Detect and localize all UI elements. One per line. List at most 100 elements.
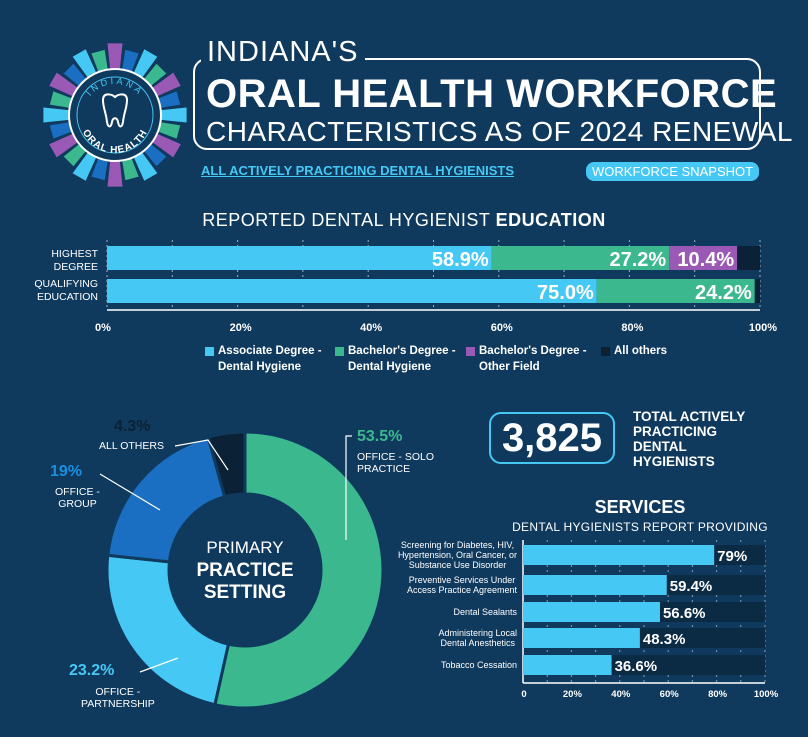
- donut-slice: [206, 430, 247, 499]
- svc-category-label: Screening for Diabetes, HIV, Hypertensio…: [397, 540, 517, 570]
- donut-leader-line: [99, 473, 161, 511]
- logo-ray: [121, 49, 139, 74]
- services-subtitle: DENTAL HYGIENISTS REPORT PROVIDING: [512, 520, 768, 534]
- edu-bar-segment: [491, 246, 670, 270]
- svc-tick-label: 60%: [659, 689, 679, 700]
- title-line2: ORAL HEALTH WORKFORCE: [206, 72, 778, 116]
- edu-bar-segment: [737, 246, 760, 270]
- logo-ray: [91, 156, 109, 181]
- legend-swatch: [335, 347, 344, 356]
- legend-label: Bachelor's Degree - Dental Hygiene: [348, 345, 456, 373]
- slice-others-label: ALL OTHERS: [99, 440, 164, 452]
- total-label: TOTAL ACTIVELY PRACTICING DENTAL HYGIENI…: [633, 409, 746, 469]
- svc-bar: [523, 602, 660, 622]
- edu-bar-label: 58.9%: [432, 249, 489, 271]
- slice-partnership-pct: 23.2%: [69, 662, 115, 679]
- logo-ray: [132, 150, 158, 181]
- logo-ray: [121, 156, 139, 181]
- education-title: REPORTED DENTAL HYGIENIST EDUCATION: [202, 210, 606, 230]
- logo-ray: [142, 142, 167, 167]
- legend-label: Bachelor's Degree - Other Field: [479, 345, 587, 373]
- education-chart: 58.9% 27.2% 10.4% 75.0% 24.2%: [106, 240, 761, 311]
- logo-ray: [72, 150, 98, 181]
- edu-bar-segment: [107, 279, 597, 303]
- svc-category-label: Tobacco Cessation: [440, 660, 517, 670]
- slice-solo-label: OFFICE - SOLO PRACTICE: [357, 451, 435, 475]
- donut-center-bold: PRACTICE SETTING: [196, 560, 294, 603]
- logo-ray: [63, 142, 88, 167]
- edu-bar-label: 24.2%: [695, 282, 752, 304]
- logo-ray: [91, 49, 109, 74]
- logo-ray: [43, 107, 72, 123]
- edu-bar-segment: [107, 246, 492, 270]
- logo-ray: [72, 49, 98, 80]
- logo-ray: [49, 91, 74, 109]
- svc-bar: [523, 545, 715, 565]
- slice-others-pct: 4.3%: [114, 418, 151, 435]
- logo-ray: [150, 72, 181, 98]
- logo-ray: [63, 63, 88, 88]
- legend-swatch: [601, 347, 610, 356]
- donut-leader-line: [139, 657, 179, 673]
- logo-ray: [150, 132, 181, 158]
- edu-bar-segment: [754, 279, 760, 303]
- logo-ray: [49, 121, 74, 139]
- edu-bar-segment: [669, 246, 738, 270]
- edu-bar-label: 75.0%: [537, 282, 594, 304]
- donut-center-top: PRIMARY: [206, 538, 284, 557]
- svc-bar-label: 79%: [717, 548, 747, 565]
- legend-label: All others: [614, 345, 668, 357]
- svc-tick-label: 20%: [562, 689, 582, 700]
- slice-partnership-label: OFFICE - PARTNERSHIP: [81, 686, 155, 710]
- svc-category-label: Administering Local Dental Anesthetics: [438, 628, 517, 648]
- legend-swatch: [205, 347, 214, 356]
- logo-ray: [156, 91, 181, 109]
- svc-bar: [523, 655, 612, 675]
- title-line1: INDIANA'S: [201, 36, 365, 69]
- edu-tick-label: 20%: [229, 322, 252, 334]
- row-label-highest: HIGHEST DEGREE: [51, 248, 98, 273]
- edu-tick-label: 40%: [360, 322, 383, 334]
- svc-bar-label: 56.6%: [663, 605, 706, 622]
- donut-leader-line: [345, 435, 352, 540]
- logo-ray: [142, 63, 167, 88]
- logo-ray: [49, 72, 80, 98]
- svc-bar: [523, 628, 640, 648]
- tooth-icon: [101, 93, 129, 128]
- total-value: 3,825: [489, 412, 615, 464]
- edu-bar-label: 10.4%: [677, 249, 734, 271]
- donut-slice: [213, 430, 385, 710]
- slice-group-pct: 19%: [50, 463, 83, 480]
- logo: INDIANA ORAL HEALTH: [43, 43, 187, 187]
- edu-tick-label: 60%: [490, 322, 513, 334]
- edu-tick-label: 0%: [95, 322, 111, 334]
- svc-tick-label: 0: [521, 689, 527, 700]
- subtitle-link[interactable]: ALL ACTIVELY PRACTICING DENTAL HYGIENIST…: [201, 163, 514, 178]
- svc-category-label: Dental Sealants: [453, 607, 517, 617]
- svc-bar-label: 59.4%: [670, 578, 713, 595]
- logo-ray: [156, 121, 181, 139]
- slice-group-label: OFFICE - GROUP: [55, 486, 100, 510]
- svc-tick-label: 100%: [753, 689, 779, 700]
- svc-bar-label: 36.6%: [615, 658, 658, 675]
- services-title: SERVICES: [594, 497, 686, 517]
- svc-tick-label: 40%: [611, 689, 631, 700]
- edu-tick-label: 80%: [621, 322, 644, 334]
- row-label-qualifying: QUALIFYING EDUCATION: [34, 278, 98, 303]
- edu-bar-segment: [596, 279, 755, 303]
- svc-tick-label: 80%: [708, 689, 728, 700]
- svc-bar: [523, 575, 667, 595]
- slice-solo-pct: 53.5%: [357, 428, 403, 445]
- logo-ray: [107, 43, 123, 72]
- edu-bar-label: 27.2%: [610, 249, 667, 271]
- donut-slice: [105, 553, 231, 707]
- logo-ray: [158, 107, 187, 123]
- logo-ray: [49, 132, 80, 158]
- donut-leader-line: [174, 439, 229, 471]
- title-line3: CHARACTERISTICS AS OF 2024 RENEWAL: [206, 116, 793, 147]
- title-frame: [193, 58, 761, 150]
- snapshot-badge: WORKFORCE SNAPSHOT: [586, 162, 760, 181]
- logo-ray: [107, 158, 123, 187]
